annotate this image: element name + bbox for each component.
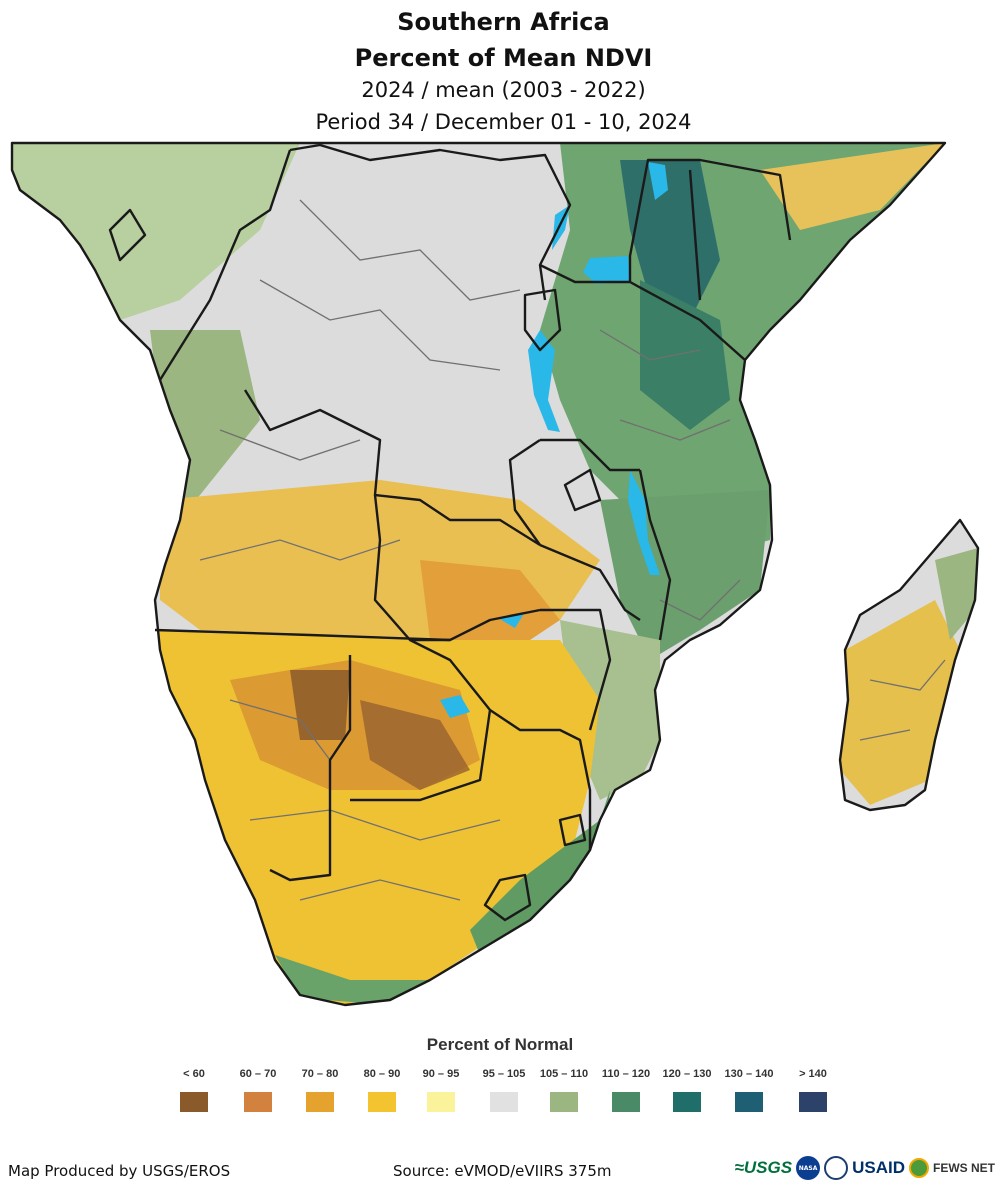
legend-item: 70 – 80 (288, 1068, 352, 1112)
legend-title: Percent of Normal (426, 1035, 574, 1054)
legend-label: 60 – 70 (239, 1068, 277, 1080)
legend-swatch (306, 1092, 334, 1112)
legend-label: 80 – 90 (363, 1068, 401, 1080)
legend-swatch (673, 1092, 701, 1112)
legend-label: > 140 (799, 1068, 827, 1080)
legend-label: < 60 (183, 1068, 205, 1080)
fews-globe-icon (909, 1158, 929, 1178)
nasa-logo: NASA (796, 1156, 821, 1180)
legend-item: 130 – 140 (717, 1068, 781, 1112)
legend-item: 90 – 95 (409, 1068, 473, 1112)
legend-swatch (368, 1092, 396, 1112)
legend-item: 105 – 110 (532, 1068, 596, 1112)
admin-boundaries (199, 199, 946, 901)
legend-swatch (799, 1092, 827, 1112)
legend-item: 120 – 130 (655, 1068, 719, 1112)
legend-label: 130 – 140 (724, 1068, 774, 1080)
data-source: Source: eVMOD/eVIIRS 375m (393, 1162, 612, 1180)
legend-swatch (612, 1092, 640, 1112)
legend-item: 110 – 120 (594, 1068, 658, 1112)
usaid-logo: USAID (852, 1158, 905, 1177)
legend-item: 60 – 70 (226, 1068, 290, 1112)
map-mean-period: 2024 / mean (2003 - 2022) (361, 78, 646, 102)
usgs-logo: ≈USGS (734, 1158, 793, 1177)
legend-swatch (490, 1092, 518, 1112)
legend-label: 120 – 130 (662, 1068, 712, 1080)
lakes (440, 162, 668, 718)
map-title: Southern Africa (397, 8, 610, 36)
legend-swatch (550, 1092, 578, 1112)
legend-item: 95 – 105 (472, 1068, 536, 1112)
map-credit: Map Produced by USGS/EROS (8, 1162, 231, 1180)
legend-swatch (244, 1092, 272, 1112)
legend-label: 70 – 80 (301, 1068, 339, 1080)
legend-item: 80 – 90 (350, 1068, 414, 1112)
legend-swatch (180, 1092, 208, 1112)
noaa-seal-icon (824, 1156, 849, 1180)
fewsnet-logo: FEWS NET (933, 1161, 995, 1175)
legend-label: 105 – 110 (539, 1068, 589, 1080)
legend-swatch (427, 1092, 455, 1112)
ndvi-map (10, 141, 980, 1007)
legend-label: 90 – 95 (422, 1068, 460, 1080)
partner-logos: ≈USGS NASA USAID FEWS NET (735, 1156, 995, 1180)
legend-label: 95 – 105 (482, 1068, 526, 1080)
legend-item: < 60 (162, 1068, 226, 1112)
legend-label: 110 – 120 (601, 1068, 651, 1080)
legend-item: > 140 (781, 1068, 845, 1112)
map-subtitle: Percent of Mean NDVI (354, 44, 653, 72)
map-dekad-period: Period 34 / December 01 - 10, 2024 (315, 110, 692, 134)
country-borders (10, 141, 980, 1007)
legend-swatch (735, 1092, 763, 1112)
